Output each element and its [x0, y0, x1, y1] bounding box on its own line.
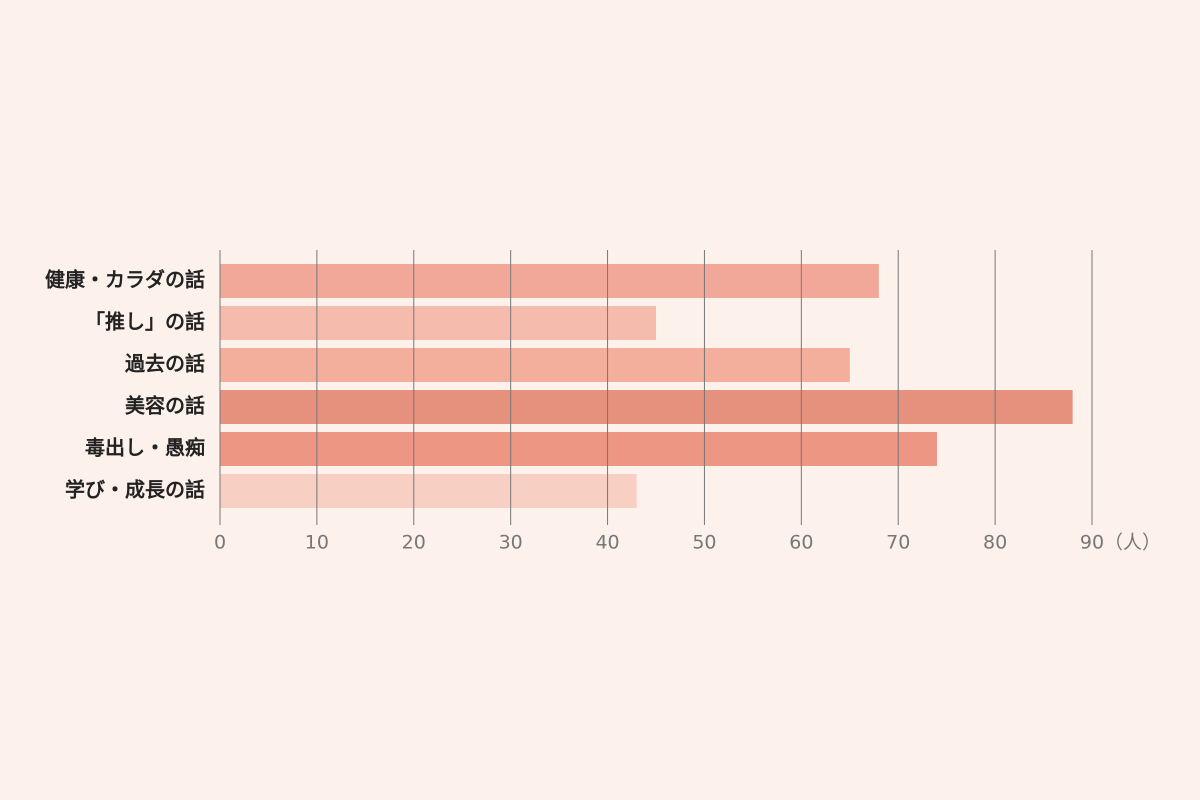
- bar: [220, 306, 656, 340]
- category-label: 「推し」の話: [85, 310, 205, 334]
- x-tick-label: 0: [214, 532, 226, 554]
- x-tick-label: 80: [983, 532, 1007, 554]
- x-tick-label: 50: [692, 532, 716, 554]
- x-tick-label: 40: [595, 532, 619, 554]
- category-label: 毒出し・愚痴: [85, 436, 205, 460]
- x-tick-label: 60: [789, 532, 813, 554]
- bar: [220, 432, 937, 466]
- x-axis-unit: （人）: [1104, 532, 1161, 554]
- bar: [220, 390, 1073, 424]
- x-tick-label: 70: [886, 532, 910, 554]
- bar: [220, 348, 850, 382]
- x-tick-label: 90: [1080, 532, 1104, 554]
- category-label: 健康・カラダの話: [45, 268, 205, 292]
- x-tick-label: 20: [402, 532, 426, 554]
- bar: [220, 474, 637, 508]
- x-tick-label: 30: [499, 532, 523, 554]
- x-tick-label: 10: [305, 532, 329, 554]
- category-label: 過去の話: [125, 352, 205, 376]
- category-label: 美容の話: [125, 394, 205, 418]
- bar: [220, 264, 879, 298]
- category-label: 学び・成長の話: [65, 478, 205, 502]
